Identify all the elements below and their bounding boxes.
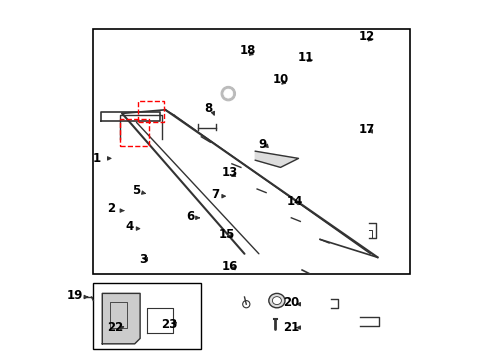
Text: 2: 2 [107, 202, 115, 215]
Text: 8: 8 [204, 102, 212, 114]
Ellipse shape [268, 293, 285, 308]
Text: 20: 20 [283, 296, 299, 309]
Text: 1: 1 [93, 152, 101, 165]
Text: 16: 16 [222, 260, 238, 273]
Ellipse shape [221, 86, 235, 101]
Text: 3: 3 [140, 253, 147, 266]
Text: 18: 18 [240, 44, 256, 57]
Text: 19: 19 [67, 289, 83, 302]
Text: 10: 10 [272, 73, 288, 86]
Text: 9: 9 [258, 138, 266, 150]
Text: 17: 17 [358, 123, 374, 136]
Bar [93, 29, 409, 274]
Text: 7: 7 [211, 188, 219, 201]
Text: 4: 4 [125, 220, 133, 233]
Text: 13: 13 [222, 166, 238, 179]
Text: 12: 12 [358, 30, 374, 42]
Bar [138, 101, 163, 122]
Ellipse shape [224, 89, 232, 98]
Text: 6: 6 [186, 210, 194, 222]
Text: 15: 15 [218, 228, 234, 240]
Text: 23: 23 [161, 318, 177, 330]
FancyBboxPatch shape [93, 283, 201, 349]
Text: 21: 21 [283, 321, 299, 334]
Polygon shape [255, 151, 298, 167]
Text: 5: 5 [132, 184, 141, 197]
Text: 14: 14 [286, 195, 303, 208]
Text: 11: 11 [297, 51, 313, 64]
Ellipse shape [272, 297, 281, 305]
Bar [120, 119, 149, 146]
Text: 22: 22 [106, 321, 123, 334]
Polygon shape [102, 293, 140, 344]
